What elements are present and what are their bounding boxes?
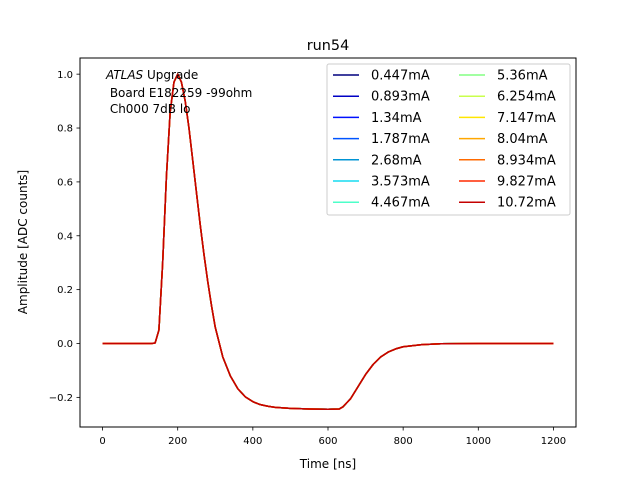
series-layer (102, 73, 554, 410)
x-tick-label: 0 (99, 436, 105, 447)
legend-label: 8.934mA (497, 153, 556, 168)
chart-title: run54 (307, 38, 349, 54)
y-tick-label: 0.8 (57, 124, 73, 135)
legend-label: 4.467mA (371, 196, 430, 211)
legend-label: 0.447mA (371, 69, 430, 84)
x-axis-label: Time [ns] (299, 457, 356, 471)
legend-label: 8.04mA (497, 132, 548, 147)
legend-label: 3.573mA (371, 175, 430, 190)
legend-label: 6.254mA (497, 90, 556, 105)
annotation-line3: Ch000 7dB lo (106, 102, 191, 116)
y-axis: −0.2 0.0 0.2 0.4 0.6 0.8 1.0 (49, 70, 80, 404)
x-tick-label: 600 (318, 436, 337, 447)
legend-label: 2.68mA (371, 153, 422, 168)
legend-label: 0.893mA (371, 90, 430, 105)
x-tick-label: 1200 (541, 436, 566, 447)
x-axis: 0 200 400 600 800 1000 1200 (99, 427, 566, 447)
annotation-line1-rest: Upgrade (143, 68, 198, 82)
series-line-13 (102, 73, 554, 410)
x-tick-label: 1000 (466, 436, 491, 447)
legend-label: 5.36mA (497, 69, 548, 84)
legend-label: 9.827mA (497, 175, 556, 190)
x-tick-label: 800 (394, 436, 413, 447)
y-axis-label: Amplitude [ADC counts] (16, 170, 30, 314)
legend: 0.447mA 0.893mA 1.34mA 1.787mA 2.68mA 3.573mA… (326, 63, 571, 216)
x-tick-label: 200 (168, 436, 187, 447)
annotation: ATLAS Upgrade Board E182259 -99ohm Ch000… (105, 68, 252, 116)
y-tick-label: 1.0 (57, 70, 73, 81)
legend-label: 10.72mA (497, 196, 556, 211)
y-tick-label: 0.0 (57, 339, 73, 350)
y-tick-label: 0.4 (57, 231, 73, 242)
legend-label: 1.34mA (371, 111, 422, 126)
legend-box (326, 63, 571, 216)
legend-label: 1.787mA (371, 132, 430, 147)
annotation-atlas: ATLAS (105, 68, 144, 82)
annotation-line2: Board E182259 -99ohm (106, 86, 252, 100)
x-tick-label: 400 (243, 436, 262, 447)
svg-text:ATLAS Upgrade: ATLAS Upgrade (105, 68, 198, 82)
y-tick-label: 0.6 (57, 177, 73, 188)
y-tick-label: 0.2 (57, 285, 73, 296)
legend-label: 7.147mA (497, 111, 556, 126)
y-tick-label: −0.2 (49, 393, 73, 404)
